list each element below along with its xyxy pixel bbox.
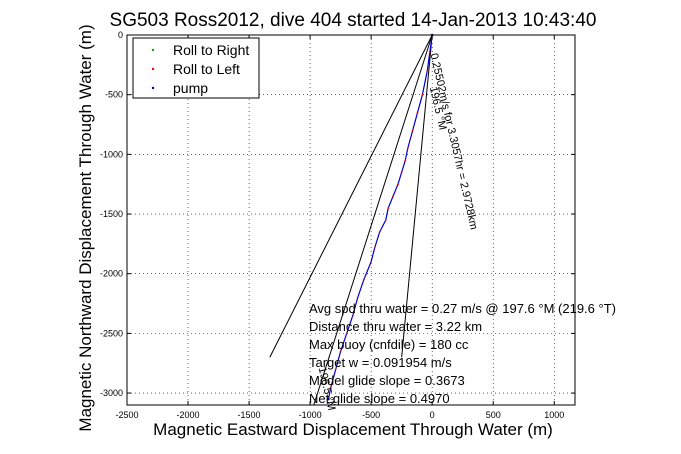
- track-point: [392, 195, 395, 198]
- track-point: [400, 171, 403, 174]
- info-line: Target w = 0.091954 m/s: [309, 355, 452, 370]
- track-point: [373, 246, 376, 249]
- legend-label: pump: [173, 80, 208, 96]
- track-point: [397, 183, 399, 186]
- legend: Roll to Right Roll to Left pump: [132, 37, 260, 99]
- track-point: [339, 350, 342, 353]
- track-point: [362, 278, 365, 281]
- track-point: [351, 314, 354, 317]
- info-line: Model glide slope = 0.3673: [309, 373, 465, 388]
- track-point: [370, 260, 373, 263]
- info-text-block: Avg spd thru water = 0.27 m/s @ 197.6 °M…: [309, 301, 616, 406]
- info-line: Net glide slope = 0.4970: [309, 391, 450, 406]
- ticks: -2500 -2000 -1500 -1000 -500 0 500 1000 0 -500 -10…: [100, 30, 575, 420]
- track-point: [387, 207, 390, 209]
- x-tick-label: -2500: [115, 410, 138, 420]
- y-tick-label: -3000: [100, 388, 123, 398]
- legend-marker: [151, 67, 155, 71]
- legend-label: Roll to Left: [173, 61, 240, 77]
- track-point: [416, 111, 419, 114]
- track-point: [329, 386, 332, 388]
- y-tick-label: -1500: [100, 209, 123, 219]
- y-tick-label: -1000: [100, 149, 123, 159]
- legend-marker: [151, 86, 155, 90]
- x-tick-label: 500: [486, 410, 501, 420]
- track-point: [356, 296, 359, 299]
- info-line: Max buoy (cnfdile) = 180 cc: [309, 337, 469, 352]
- y-tick-label: -2500: [100, 328, 123, 338]
- x-axis-label: Magnetic Eastward Displacement Through W…: [153, 420, 553, 439]
- track-point: [334, 368, 337, 371]
- y-tick-label: 0: [118, 30, 123, 40]
- glider-track: [327, 34, 433, 400]
- plot-frame: [126, 34, 576, 406]
- info-line: Avg spd thru water = 0.27 m/s @ 197.6 °M…: [309, 301, 616, 316]
- track-point: [411, 129, 414, 132]
- current-line: [269, 34, 433, 358]
- chart-title: SG503 Ross2012, dive 404 started 14-Jan-…: [110, 10, 597, 31]
- track-point: [428, 52, 431, 54]
- return-line: [401, 34, 433, 358]
- track-point: [426, 69, 429, 72]
- x-tick-label: 0: [430, 410, 435, 420]
- x-tick-label: -1000: [299, 410, 322, 420]
- track-point: [384, 219, 387, 221]
- x-tick-label: -500: [362, 410, 380, 420]
- x-tick-label: -2000: [177, 410, 200, 420]
- track-point: [421, 93, 424, 96]
- track-point: [378, 231, 381, 233]
- y-tick-label: -500: [105, 90, 123, 100]
- y-axis-label: Magnetic Northward Displacement Through …: [76, 24, 95, 431]
- legend-marker: [151, 48, 155, 52]
- heading-line: [313, 34, 433, 406]
- track-point: [404, 159, 407, 162]
- x-tick-label: 1000: [544, 410, 564, 420]
- info-line: Distance thru water = 3.22 km: [309, 319, 482, 334]
- legend-label: Roll to Right: [173, 42, 249, 58]
- x-tick-label: -1500: [238, 410, 261, 420]
- y-tick-label: -2000: [100, 269, 123, 279]
- pump-point: [327, 397, 330, 401]
- track-point: [406, 147, 409, 150]
- track-point: [345, 332, 348, 335]
